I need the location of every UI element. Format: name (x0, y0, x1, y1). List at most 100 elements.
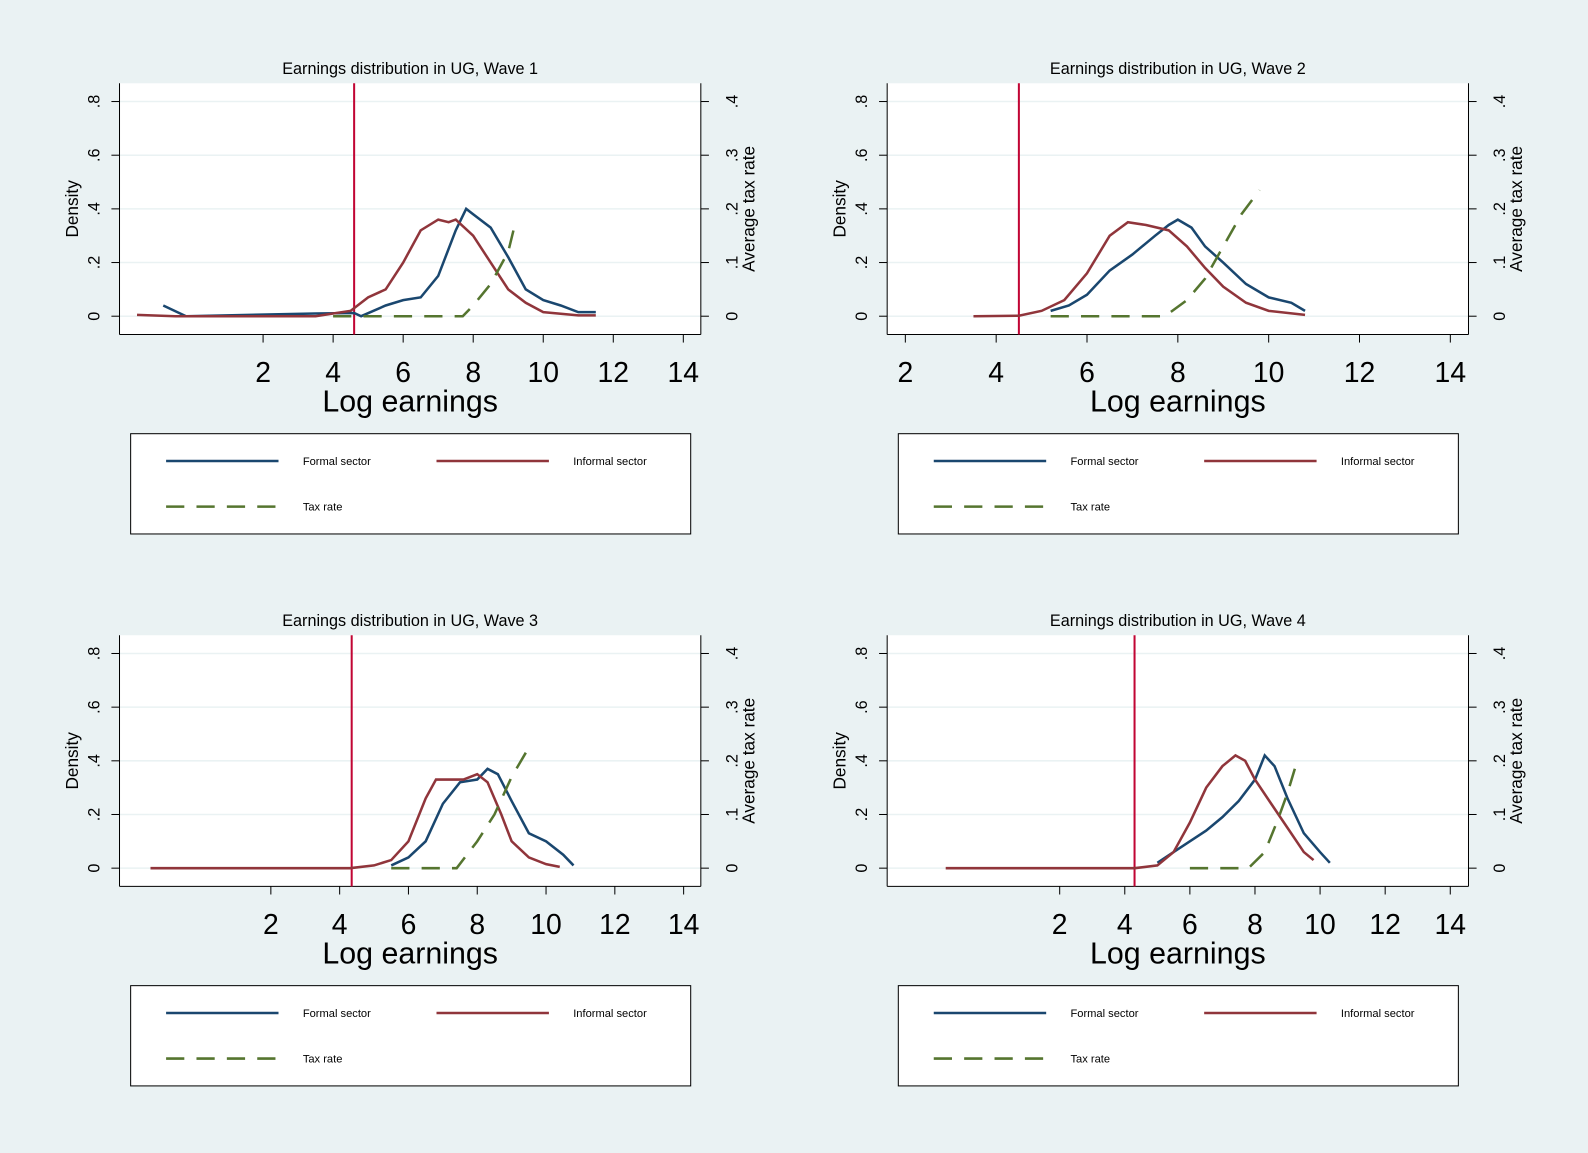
x-tick-label: 6 (401, 909, 417, 941)
legend-label: Formal sector (303, 456, 371, 468)
x-tick-label: 6 (395, 357, 411, 389)
y-axis-label: Density (830, 180, 850, 238)
y-tick-label: 0 (853, 864, 871, 873)
x-tick-label: 10 (530, 909, 562, 941)
x-tick-label: 2 (255, 357, 271, 389)
y2-axis-label: Average tax rate (739, 146, 759, 272)
panel: Earnings distribution in UG, Wave 4 0 .2 .4… (830, 612, 1526, 1087)
x-tick-label: 12 (599, 909, 631, 941)
y2-axis-label: Average tax rate (1506, 698, 1526, 824)
y2-tick-label: .3 (1491, 700, 1509, 714)
chart-title: Earnings distribution in UG, Wave 4 (1050, 612, 1306, 630)
x-tick-label: 14 (668, 357, 700, 389)
chart-title: Earnings distribution in UG, Wave 1 (282, 60, 538, 78)
y-tick-label: .8 (85, 95, 103, 109)
y2-axis-label: Average tax rate (1506, 146, 1526, 272)
series-line (973, 220, 1306, 318)
chart-title: Earnings distribution in UG, Wave 3 (282, 612, 538, 630)
panel: Earnings distribution in UG, Wave 3 0 .2 .4… (62, 612, 759, 1087)
series-line (1189, 760, 1299, 870)
y2-tick-label: .3 (1491, 148, 1509, 162)
y-tick-label: .8 (85, 647, 103, 661)
series-line (136, 218, 596, 318)
y-tick-label: .6 (853, 148, 871, 162)
x-axis-label: Log earnings (1090, 936, 1266, 970)
x-tick-label: 12 (598, 357, 630, 389)
x-tick-label: 2 (897, 357, 913, 389)
series-line (150, 772, 560, 870)
y2-axis-label: Average tax rate (739, 698, 759, 824)
y-tick-label: .2 (85, 256, 103, 270)
x-tick-label: 8 (465, 357, 481, 389)
y-tick-label: .4 (85, 202, 103, 216)
panel: Earnings distribution in UG, Wave 1 0 .2 .4… (62, 60, 759, 535)
series-line (333, 230, 515, 318)
y2-tick-label: .4 (723, 95, 741, 109)
y-tick-label: .2 (85, 808, 103, 822)
y2-tick-label: 0 (723, 312, 741, 321)
y2-tick-label: .1 (1491, 256, 1509, 270)
x-axis-label: Log earnings (1090, 384, 1266, 418)
x-tick-label: 10 (1253, 357, 1285, 389)
legend-label: Informal sector (573, 456, 647, 468)
x-tick-label: 4 (332, 909, 348, 941)
x-tick-label: 2 (1052, 909, 1068, 941)
y-axis-label: Density (62, 732, 82, 790)
y-tick-label: 0 (85, 312, 103, 321)
y2-tick-label: 0 (1491, 312, 1509, 321)
x-tick-label: 14 (668, 909, 700, 941)
x-tick-label: 4 (325, 357, 341, 389)
x-tick-label: 8 (1247, 909, 1263, 941)
legend-label: Informal sector (1341, 456, 1415, 468)
series-line (1050, 218, 1306, 313)
y2-tick-label: 0 (723, 864, 741, 873)
x-tick-label: 8 (1170, 357, 1186, 389)
y-tick-label: .2 (853, 256, 871, 270)
legend-label: Formal sector (1070, 1008, 1138, 1020)
legend-label: Tax rate (303, 502, 343, 514)
panel: Earnings distribution in UG, Wave 2 0 .2 .4… (830, 60, 1526, 535)
y-tick-label: 0 (853, 312, 871, 321)
series-line (162, 206, 596, 318)
y2-tick-label: 0 (1491, 864, 1509, 873)
x-tick-label: 14 (1435, 909, 1467, 941)
y-tick-label: .4 (853, 754, 871, 768)
legend-label: Informal sector (1341, 1008, 1415, 1020)
y2-tick-label: .1 (723, 808, 741, 822)
y-tick-label: .4 (85, 754, 103, 768)
y-tick-label: .8 (853, 647, 871, 661)
y-tick-label: .2 (853, 808, 871, 822)
y2-tick-label: .2 (1491, 202, 1509, 216)
y2-tick-label: .3 (723, 148, 741, 162)
x-tick-label: 4 (988, 357, 1004, 389)
x-tick-label: 14 (1435, 357, 1467, 389)
x-tick-label: 12 (1344, 357, 1376, 389)
y-axis-label: Density (62, 180, 82, 238)
y2-tick-label: .1 (723, 256, 741, 270)
y2-tick-label: .3 (723, 700, 741, 714)
chart-title: Earnings distribution in UG, Wave 2 (1050, 60, 1306, 78)
x-tick-label: 8 (469, 909, 485, 941)
y2-tick-label: .1 (1491, 808, 1509, 822)
y2-tick-label: .4 (723, 647, 741, 661)
legend-box (897, 985, 1459, 1087)
x-tick-label: 6 (1079, 357, 1095, 389)
y2-tick-label: .2 (1491, 754, 1509, 768)
x-axis-label: Log earnings (322, 384, 498, 418)
legend-label: Formal sector (303, 1008, 371, 1020)
legend-box (130, 433, 692, 535)
legend-label: Informal sector (573, 1008, 647, 1020)
y-tick-label: .6 (85, 700, 103, 714)
x-tick-label: 2 (263, 909, 279, 941)
y-tick-label: .6 (853, 700, 871, 714)
y-tick-label: .6 (85, 148, 103, 162)
x-tick-label: 10 (527, 357, 559, 389)
series-line (1050, 189, 1261, 318)
y-tick-label: .4 (853, 202, 871, 216)
x-axis-label: Log earnings (322, 936, 498, 970)
y2-tick-label: .2 (723, 754, 741, 768)
x-tick-label: 6 (1182, 909, 1198, 941)
legend-label: Tax rate (1070, 1054, 1110, 1066)
y2-tick-label: .2 (723, 202, 741, 216)
